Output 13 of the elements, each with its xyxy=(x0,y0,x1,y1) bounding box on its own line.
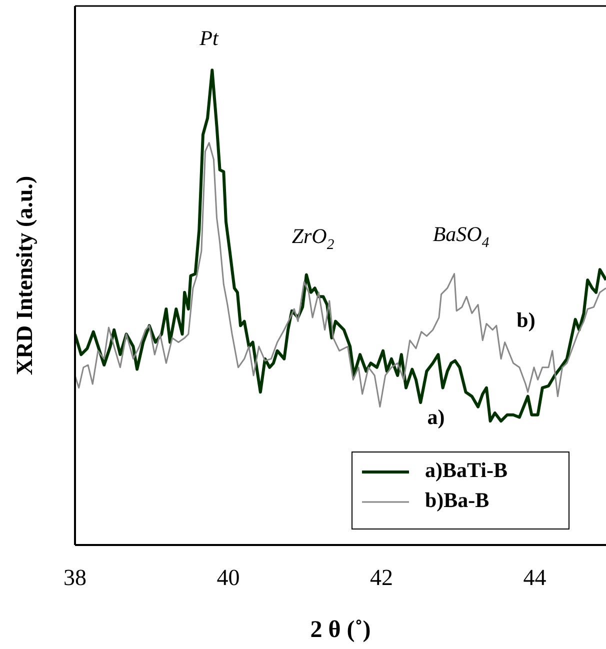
annotation: ZrO$_{2}$ xyxy=(292,224,335,254)
x-tick-label: 40 xyxy=(216,565,240,590)
x-tick-label: 44 xyxy=(523,565,547,590)
text: Pt xyxy=(198,26,220,50)
y-axis-title: XRD Intensity (a.u.) xyxy=(12,176,37,376)
x-axis-title: 2 θ (˚) xyxy=(310,617,371,643)
legend-label: b)Ba-B xyxy=(425,488,490,512)
annotation: BaSO$_{4}$ xyxy=(432,222,490,252)
legend-label: a)BaTi-B xyxy=(425,458,508,482)
x-tick-label: 38 xyxy=(64,565,86,590)
x-tick-label: 42 xyxy=(370,565,393,590)
annotation: b) xyxy=(516,308,536,332)
annotation: a) xyxy=(427,404,445,429)
